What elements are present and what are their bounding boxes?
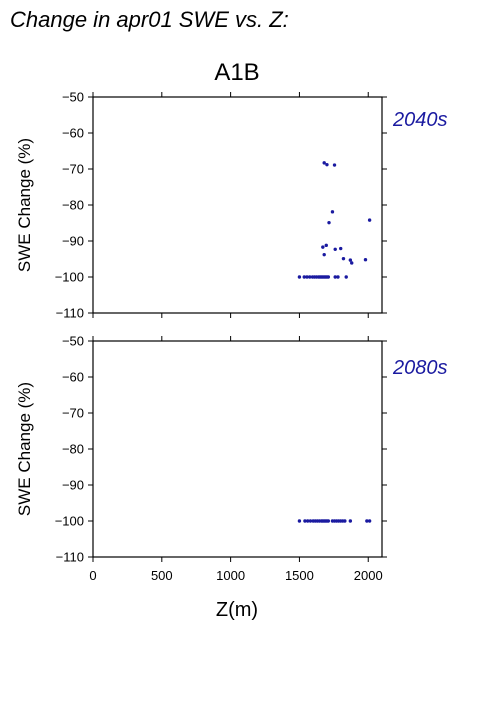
data-point (322, 252, 326, 257)
data-point (330, 210, 335, 214)
y-tick-label: −90 (62, 234, 84, 249)
data-point (348, 258, 353, 262)
y-tick-label: −70 (62, 162, 84, 177)
data-point (305, 275, 309, 279)
period-label: 2040s (392, 109, 448, 131)
y-tick-label: −90 (62, 478, 84, 493)
data-point (336, 275, 340, 279)
tick-group: −50 −60 −70 −80 −90 −100 −110 0 500 1000 1500 2000 (55, 334, 387, 583)
y-tick-label: −60 (62, 126, 84, 141)
data-point (367, 519, 372, 523)
data-point (322, 161, 326, 165)
data-point (297, 275, 302, 279)
data-points (297, 161, 372, 279)
data-point (333, 275, 337, 279)
y-tick-label: −70 (62, 406, 84, 421)
panel-2040s: −50 −60 −70 −80 −90 −100 −110 SWE Change (%) 2… (15, 90, 448, 321)
data-point (308, 519, 313, 523)
data-point (327, 220, 331, 225)
y-tick-label: −100 (55, 514, 84, 529)
y-axis-label: SWE Change (%) (15, 138, 34, 272)
data-point (350, 261, 354, 265)
y-tick-label: −60 (62, 370, 84, 385)
data-point (308, 275, 312, 279)
data-point (325, 162, 329, 167)
y-tick-label: −80 (62, 442, 84, 457)
data-point (339, 246, 343, 251)
y-tick-label: −80 (62, 198, 84, 213)
data-point (363, 258, 368, 262)
period-label: 2080s (392, 357, 448, 379)
data-point (344, 275, 348, 279)
data-point (348, 519, 353, 523)
data-point (302, 275, 306, 279)
y-axis-label: SWE Change (%) (15, 382, 34, 516)
y-tick-label: −110 (56, 550, 84, 565)
tick-group: −50 −60 −70 −80 −90 −100 −110 (55, 90, 387, 321)
y-tick-label: −110 (56, 306, 84, 321)
data-point (326, 519, 331, 523)
y-tick-label: −100 (55, 270, 84, 285)
x-tick-label: 500 (151, 568, 173, 583)
x-tick-label: 1000 (216, 568, 245, 583)
x-axis-label: Z(m) (216, 599, 258, 621)
data-point (343, 519, 347, 523)
data-point (321, 245, 325, 249)
x-tick-label: 0 (89, 568, 96, 583)
y-tick-label: −50 (62, 334, 84, 349)
data-point (367, 218, 372, 222)
y-tick-label: −50 (62, 90, 84, 105)
data-point (333, 247, 337, 251)
data-point (324, 243, 328, 248)
data-point (305, 519, 310, 523)
scenario-label: A1B (214, 59, 259, 86)
x-tick-label: 1500 (285, 568, 314, 583)
data-point (341, 256, 346, 261)
data-points (297, 519, 372, 523)
data-point (365, 519, 369, 523)
page-title: Change in apr01 SWE vs. Z: (10, 7, 289, 32)
data-point (297, 519, 302, 523)
data-point (303, 519, 307, 523)
data-point (326, 275, 331, 279)
data-point (332, 163, 337, 167)
x-tick-label: 2000 (354, 568, 383, 583)
